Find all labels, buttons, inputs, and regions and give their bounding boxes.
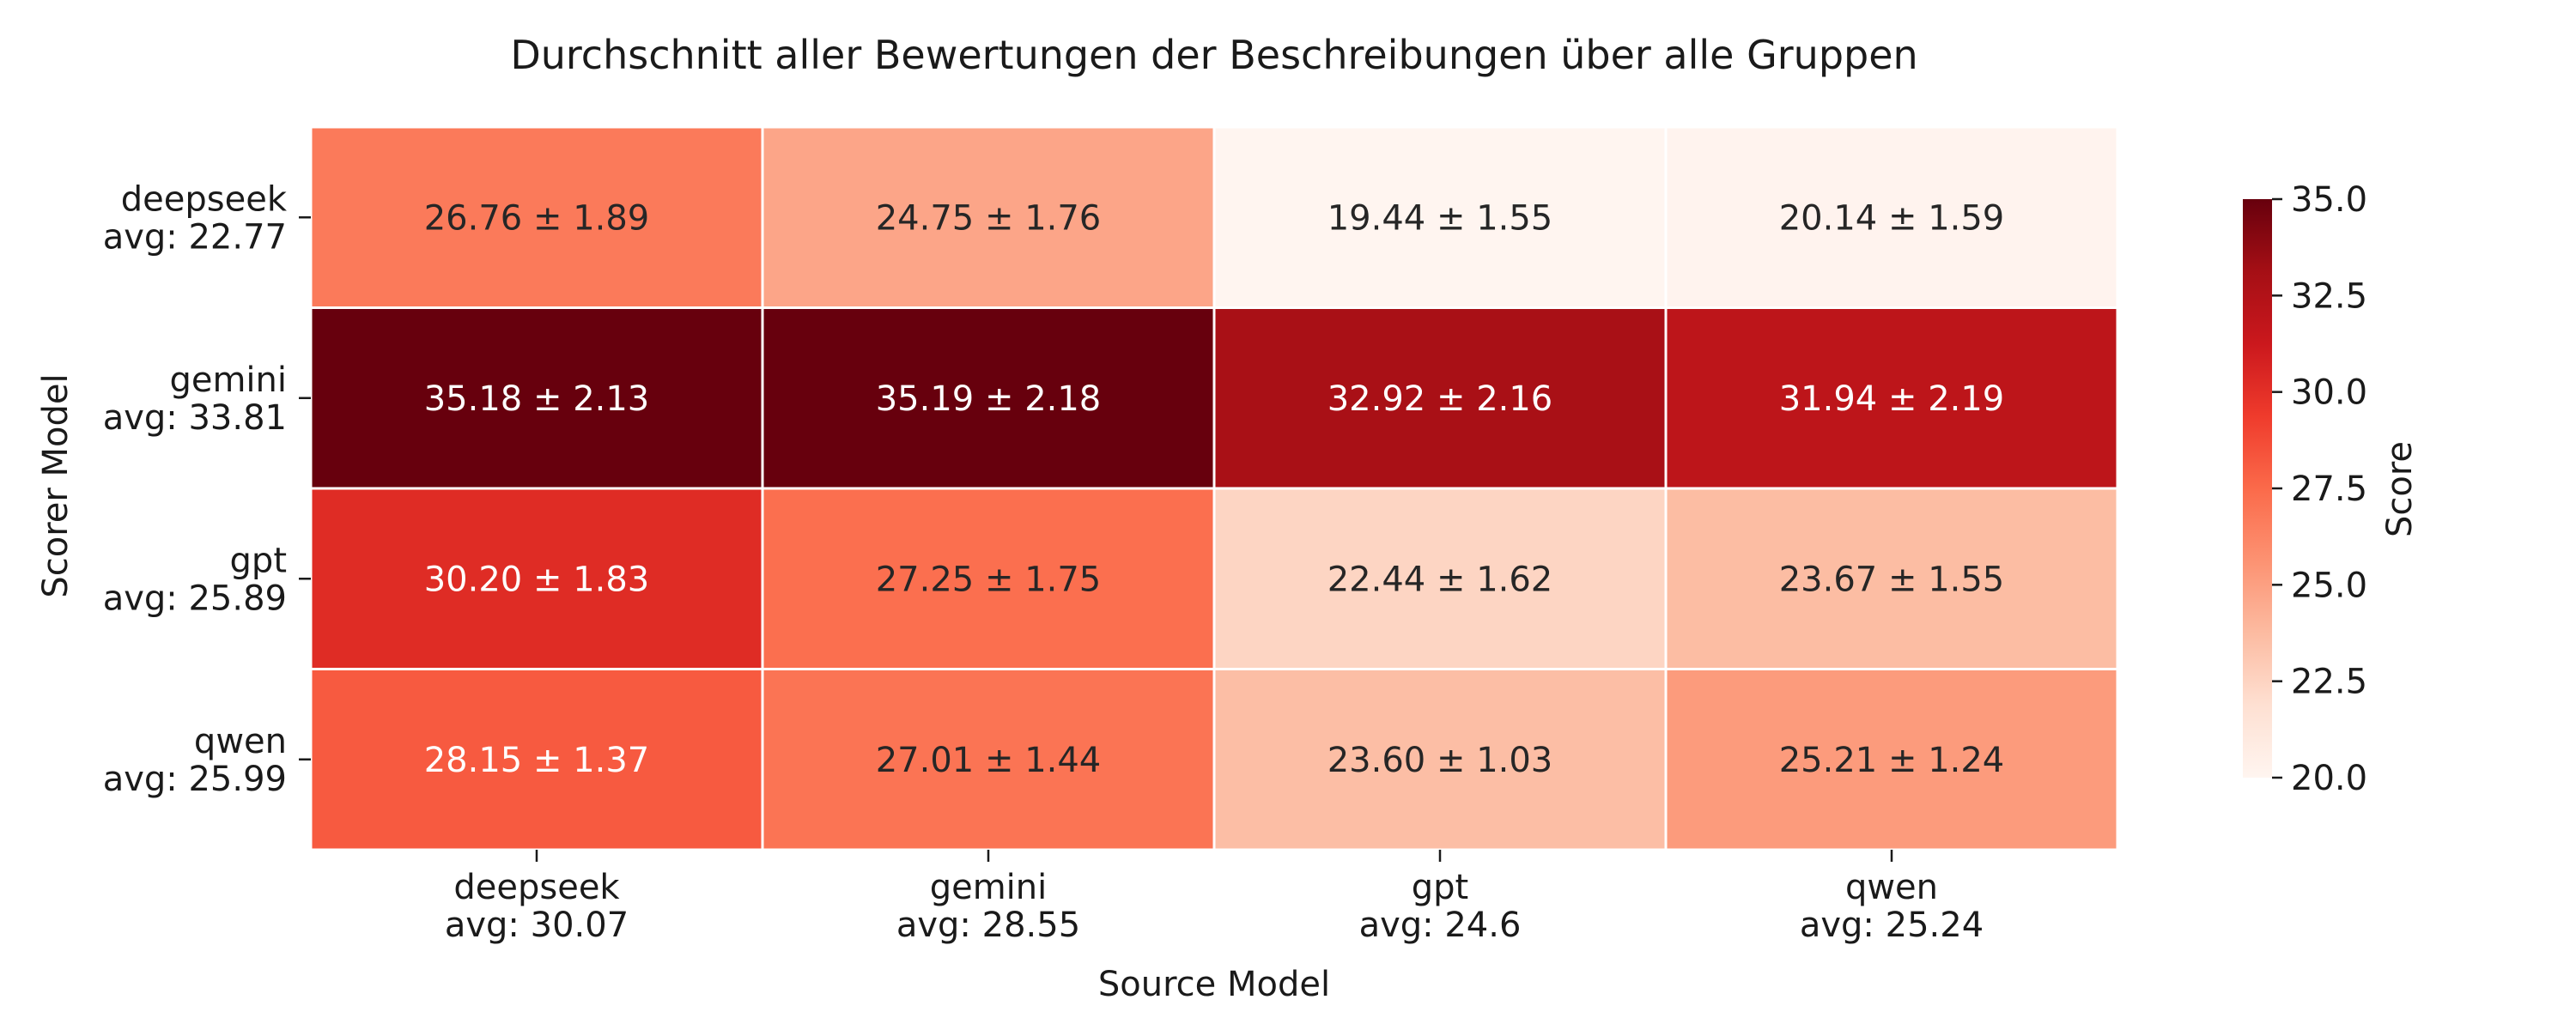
y-tick-avg-label: avg: 33.81 <box>103 398 287 438</box>
heatmap-cell <box>1664 487 2119 670</box>
cell-label: 27.25 ± 1.75 <box>876 560 1102 599</box>
colorbar-tick-label: 35.0 <box>2291 180 2367 220</box>
x-tick-avg-label: avg: 28.55 <box>896 906 1080 945</box>
y-axis-label: Scorer Model <box>36 373 76 597</box>
cell-label: 20.14 ± 1.59 <box>1779 198 2005 238</box>
x-tick-avg-label: avg: 30.07 <box>445 906 629 945</box>
x-tick-label: gemini <box>930 868 1048 907</box>
x-tick-label: deepseek <box>453 868 620 907</box>
y-tick-avg-label: avg: 25.99 <box>103 760 287 799</box>
colorbar-label: Score <box>2380 441 2420 537</box>
y-tick-avg-label: avg: 25.89 <box>103 579 287 618</box>
cell-label: 32.92 ± 2.16 <box>1327 379 1553 419</box>
x-tick-avg-label: avg: 25.24 <box>1800 906 1984 945</box>
cell-label: 24.75 ± 1.76 <box>876 198 1102 238</box>
y-tick-label: gemini <box>169 360 287 400</box>
x-tick-label: gpt <box>1412 868 1468 907</box>
cell-label: 31.94 ± 2.19 <box>1779 379 2005 419</box>
heatmap-cell <box>761 306 1216 490</box>
y-tick-label: gpt <box>230 541 287 580</box>
heatmap-cell <box>761 668 1216 851</box>
cell-label: 22.44 ± 1.62 <box>1327 560 1553 599</box>
cell-label: 23.60 ± 1.03 <box>1327 741 1553 780</box>
chart-title: Durchschnitt aller Bewertungen der Besch… <box>510 32 1917 78</box>
cell-label: 35.18 ± 2.13 <box>424 379 650 419</box>
cell-label: 27.01 ± 1.44 <box>876 741 1102 780</box>
heatmap-cell <box>761 125 1216 309</box>
cell-label: 26.76 ± 1.89 <box>424 198 650 238</box>
colorbar-tick-label: 20.0 <box>2291 759 2367 798</box>
heatmap-cell <box>1664 668 2119 851</box>
cell-label: 35.19 ± 2.18 <box>876 379 1102 419</box>
cell-label: 25.21 ± 1.24 <box>1779 741 2005 780</box>
colorbar-tick-label: 25.0 <box>2291 566 2367 605</box>
heatmap-cell <box>309 668 764 851</box>
colorbar-tick-label: 32.5 <box>2291 276 2367 316</box>
heatmap-cells: 26.76 ± 1.89 24.75 ± 1.76 19.44 ± 1.55 20.1… <box>309 125 2119 851</box>
heatmap-cell <box>1212 125 1668 309</box>
heatmap-cell <box>761 487 1216 670</box>
heatmap-cell <box>1212 668 1668 851</box>
heatmap-cell <box>309 306 764 490</box>
colorbar-tick-label: 30.0 <box>2291 373 2367 413</box>
y-tick-label: qwen <box>194 722 287 761</box>
x-axis-label: Source Model <box>1098 965 1330 1004</box>
colorbar-gradient <box>2243 199 2272 778</box>
cell-label: 28.15 ± 1.37 <box>424 741 650 780</box>
cell-label: 30.20 ± 1.83 <box>424 560 650 599</box>
x-tick-label: qwen <box>1845 868 1938 907</box>
y-tick-avg-label: avg: 22.77 <box>103 217 287 257</box>
heatmap-cell <box>1664 125 2119 309</box>
x-tick-avg-label: avg: 24.6 <box>1359 906 1522 945</box>
heatmap-cell <box>1664 306 2119 490</box>
cell-label: 19.44 ± 1.55 <box>1327 198 1553 238</box>
colorbar: 20.0 22.5 25.0 27.5 30.0 32.5 35.0 <box>2243 180 2367 798</box>
colorbar-tick-label: 22.5 <box>2291 663 2367 702</box>
cell-label: 23.67 ± 1.55 <box>1779 560 2005 599</box>
heatmap-cell <box>309 125 764 309</box>
y-tick-label: deepseek <box>121 179 288 219</box>
colorbar-tick-label: 27.5 <box>2291 470 2367 509</box>
